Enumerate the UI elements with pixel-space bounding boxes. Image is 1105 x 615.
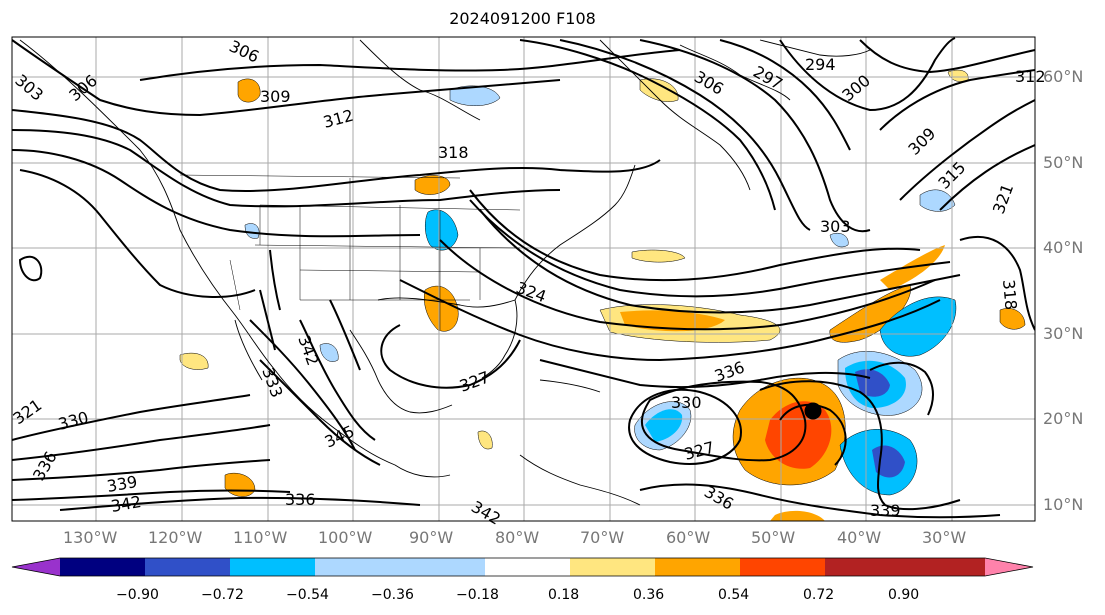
lon-label: 80°W xyxy=(495,528,540,547)
contour-label: 309 xyxy=(260,87,291,106)
colorbar-segment xyxy=(60,558,145,576)
lon-label: 130°W xyxy=(63,528,118,547)
plot-frame xyxy=(11,36,1036,522)
lat-label: 10°N xyxy=(1043,495,1084,514)
contour-label: 303 xyxy=(820,217,851,236)
lon-label: 50°W xyxy=(751,528,796,547)
colorbar-segment xyxy=(825,558,985,576)
colorbar-segment xyxy=(315,558,400,576)
lon-label: 60°W xyxy=(666,528,711,547)
colorbar-segment xyxy=(570,558,655,576)
negative-anomaly-region xyxy=(319,343,339,362)
lon-label: 100°W xyxy=(318,528,373,547)
colorbar-segment xyxy=(230,558,315,576)
negative-anomaly-region xyxy=(449,85,501,106)
lon-label: 90°W xyxy=(409,528,454,547)
colorbar-segment xyxy=(145,558,230,576)
lon-label: 70°W xyxy=(580,528,625,547)
colorbar-tick-label: 0.90 xyxy=(888,587,920,603)
lon-label: 120°W xyxy=(148,528,203,547)
positive-anomaly-region xyxy=(631,249,686,263)
graticule xyxy=(12,37,1035,521)
negative-anomaly-region xyxy=(829,232,849,248)
positive-anomaly-region xyxy=(639,78,679,102)
height-contours xyxy=(12,37,1035,519)
lat-label: 60°N xyxy=(1043,67,1084,86)
colorbar-segment xyxy=(985,558,1033,576)
colorbar-segment xyxy=(485,558,570,576)
contour-label: 318 xyxy=(438,143,469,162)
colorbar-tick-label: 0.18 xyxy=(548,587,580,603)
colorbar-tick-label: −0.36 xyxy=(371,587,414,603)
colorbar-tick-label: −0.90 xyxy=(116,587,159,603)
colorbar xyxy=(11,557,1034,577)
negative-anomaly-region xyxy=(919,189,956,212)
contour-label: 330 xyxy=(671,393,702,412)
lon-label: 30°W xyxy=(922,528,967,547)
storm-center-dot xyxy=(804,402,822,420)
positive-anomaly-region xyxy=(414,175,451,195)
colorbar-tick-label: −0.18 xyxy=(456,587,499,603)
positive-anomaly-region xyxy=(477,430,493,450)
lat-label: 40°N xyxy=(1043,238,1084,257)
contour-label: 318 xyxy=(999,279,1021,311)
lat-label: 20°N xyxy=(1043,409,1084,428)
contour-label: 312 xyxy=(1015,67,1046,86)
negative-anomaly-region xyxy=(425,209,459,251)
contour-label: 336 xyxy=(285,490,316,509)
lat-label: 30°N xyxy=(1043,324,1084,343)
colorbar-tick-label: 0.72 xyxy=(803,587,835,603)
lon-label: 40°W xyxy=(837,528,882,547)
positive-anomaly-region xyxy=(424,285,459,332)
colorbar-segment xyxy=(12,558,60,576)
colorbar-tick-label: 0.54 xyxy=(718,587,750,603)
colorbar-tick-label: −0.54 xyxy=(286,587,329,603)
positive-anomaly-region xyxy=(999,308,1026,330)
lat-label: 50°N xyxy=(1043,153,1084,172)
colorbar-tick-label: 0.36 xyxy=(633,587,665,603)
positive-anomaly-region xyxy=(770,510,825,521)
map-title: 2024091200 F108 xyxy=(449,9,596,28)
colorbar-tick-label: −0.72 xyxy=(201,587,244,603)
positive-anomaly-region xyxy=(237,78,261,103)
contour-label: 339 xyxy=(870,501,901,520)
colorbar-segment xyxy=(740,558,825,576)
colorbar-outline xyxy=(11,557,1034,577)
negative-anomaly-region xyxy=(645,409,683,442)
contour-label: 294 xyxy=(805,55,836,74)
colorbar-segment xyxy=(655,558,740,576)
lon-label: 110°W xyxy=(233,528,288,547)
colorbar-segment xyxy=(400,558,485,576)
